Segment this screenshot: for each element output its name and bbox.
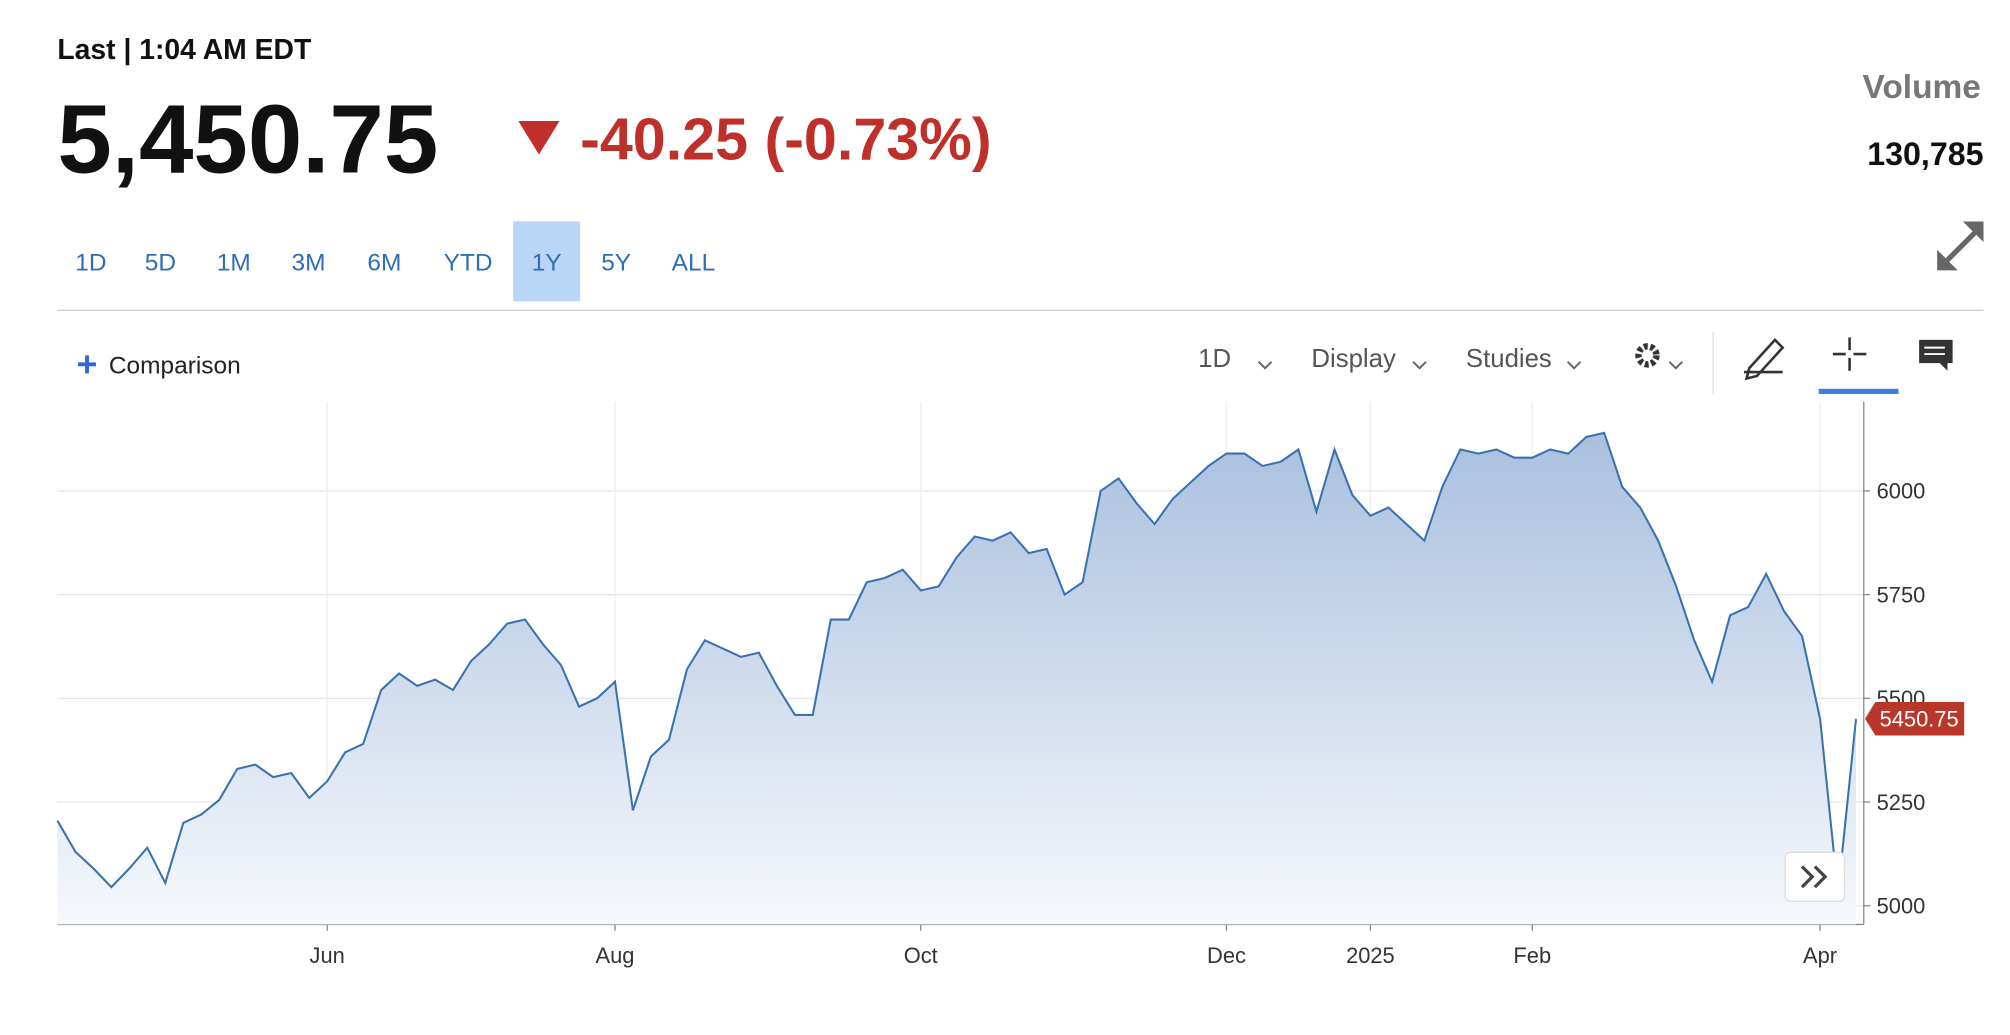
range-active	[513, 221, 581, 302]
area	[57, 432, 1857, 925]
down-arrow	[518, 121, 560, 155]
range-button[interactable]: 6M	[367, 249, 401, 276]
range-button[interactable]: ALL	[672, 249, 716, 276]
line	[56, 431, 1858, 894]
active-tool	[1818, 388, 1899, 394]
interval[interactable]: 1D	[1198, 345, 1231, 373]
price: 5,450.75	[57, 84, 438, 194]
display[interactable]: Display	[1311, 345, 1396, 373]
price-tag-label: 5450.75	[1880, 706, 1959, 731]
x-tick-label: Aug	[596, 943, 635, 968]
range-button[interactable]: YTD	[444, 249, 493, 276]
change: -40.25 (-0.73%)	[580, 106, 991, 173]
comment-lines	[1924, 346, 1945, 356]
y-tick-label: 5250	[1877, 790, 1926, 815]
comment-icon[interactable]	[1919, 339, 1953, 371]
y-tick-label: 5000	[1877, 893, 1926, 918]
volume-label: Volume	[1863, 69, 1981, 106]
volume: 130,785	[1867, 136, 1983, 172]
last-time: Last | 1:04 AM EDT	[57, 34, 311, 66]
range-button[interactable]: 3M	[291, 249, 325, 276]
plus-icon	[78, 355, 97, 374]
range-button[interactable]: 5D	[145, 249, 176, 276]
range-button[interactable]: 1M	[217, 249, 251, 276]
price-tag	[1865, 702, 1965, 736]
x-tick-label: Apr	[1803, 943, 1837, 968]
range-button[interactable]: 1D	[75, 249, 106, 276]
y-tick-label: 5750	[1877, 582, 1926, 607]
chevrons	[1257, 361, 1683, 370]
x-tick-label: Jun	[310, 943, 345, 968]
range-button[interactable]: 5Y	[601, 249, 631, 276]
range-button[interactable]: 1Y	[532, 249, 562, 276]
scroll-button[interactable]	[1784, 851, 1846, 902]
crosshair-icon[interactable]	[1832, 337, 1867, 371]
gear-icon[interactable]	[1635, 343, 1660, 368]
expand-icon[interactable]	[1937, 221, 1984, 271]
scroll-icon	[1800, 865, 1828, 889]
pencil-icon[interactable]	[1744, 338, 1785, 381]
studies[interactable]: Studies	[1466, 345, 1552, 373]
x-tick-label: Oct	[904, 943, 938, 968]
comparison[interactable]: Comparison	[109, 352, 241, 379]
y-tick-label: 6000	[1877, 479, 1926, 504]
x-tick-label: Feb	[1513, 943, 1551, 968]
x-tick-label: Dec	[1207, 943, 1246, 968]
x-tick-label: 2025	[1346, 943, 1395, 968]
range-bar: 1D 5D 1M 3M 6M YTD 1Y 5Y ALL	[75, 221, 716, 302]
